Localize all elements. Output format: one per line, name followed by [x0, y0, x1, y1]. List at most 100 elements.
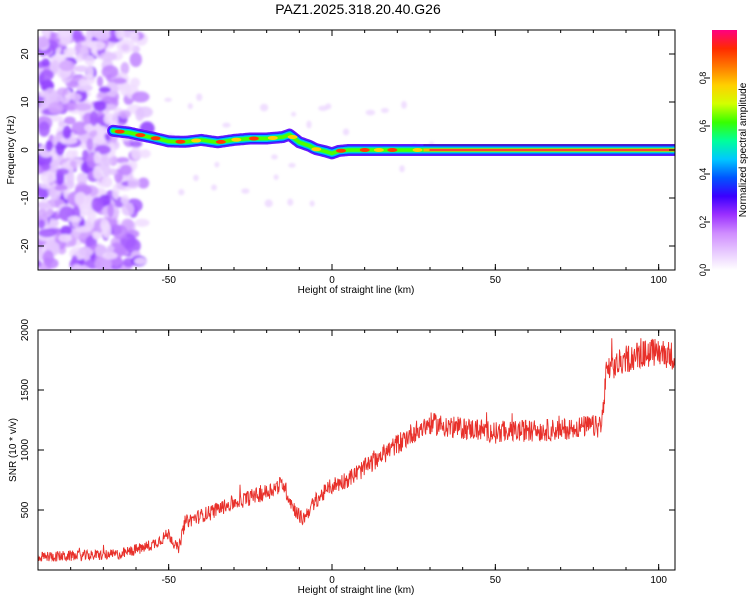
spectrogram-noise-blob — [40, 171, 56, 184]
spectrogram-noise-blob — [241, 188, 250, 194]
figure-title: PAZ1.2025.318.20.40.G26 — [275, 1, 441, 17]
spectrogram-noise-blob — [96, 76, 104, 88]
spectrogram-noise-blob — [48, 101, 64, 114]
spectrogram-hot-spot — [215, 139, 226, 144]
spectrogram-noise-blob — [99, 52, 117, 62]
spectrogram-noise-blob — [58, 233, 72, 243]
spectrogram-noise-blob — [93, 151, 102, 165]
spectrogram-noise-blobs — [38, 30, 434, 270]
spectrogram-noise-blob — [86, 65, 94, 79]
spectrogram-noise-blob — [74, 191, 87, 206]
spectrogram-noise-blob — [116, 157, 130, 164]
spectrogram-noise-blob — [38, 219, 46, 229]
spectrogram-noise-blob — [178, 189, 185, 196]
spectrogram-noise-blob — [380, 107, 389, 114]
spectrogram-noise-blob — [131, 91, 150, 103]
spectrogram-noise-blob — [62, 125, 72, 140]
spectrogram-noise-blob — [187, 103, 193, 110]
spectrogram-noise-blob — [102, 162, 111, 178]
spectrogram-heat-layer — [38, 30, 675, 270]
spectrogram-noise-blob — [38, 121, 51, 137]
spectrogram-noise-blob — [115, 30, 125, 40]
spectrogram-noise-blob — [288, 163, 296, 168]
spectrogram-noise-blob — [125, 238, 141, 254]
spectrogram-noise-blob — [399, 165, 405, 173]
spectrogram-noise-blob — [103, 112, 119, 126]
spectrogram-noise-blob — [77, 78, 90, 87]
spectrogram-noise-blob — [401, 100, 407, 109]
spectrogram-noise-blob — [135, 107, 145, 122]
spectrogram-noise-blob — [55, 141, 65, 156]
spectrogram-hot-spot — [135, 133, 146, 138]
spectrogram-noise-blob — [60, 97, 69, 105]
spectrogram-x-tick-label: 50 — [490, 275, 502, 286]
spectrogram-noise-blob — [120, 194, 130, 205]
spectrogram-y-tick-label: -20 — [20, 238, 31, 253]
spectrogram-noise-blob — [76, 172, 88, 185]
spectrogram-hot-spot — [387, 148, 398, 152]
spectrogram-hot-spot — [248, 136, 259, 141]
spectrogram-noise-blob — [67, 215, 82, 223]
spectrogram-noise-blob — [134, 218, 150, 227]
spectrogram-noise-blob — [365, 109, 376, 116]
spectrogram-hot-spot — [191, 138, 202, 143]
spectrogram-hot-spot — [231, 137, 242, 142]
spectrogram-noise-blob — [121, 202, 135, 217]
spectrogram-noise-blob — [86, 137, 94, 151]
spectrogram-noise-blob — [43, 87, 58, 104]
snr-background — [38, 330, 675, 570]
snr-series-line — [38, 338, 675, 563]
spectrogram-noise-blob — [93, 100, 107, 112]
spectrogram-noise-blob — [92, 230, 101, 240]
spectrogram-noise-blob — [134, 257, 147, 265]
spectrogram-noise-blob — [93, 134, 106, 145]
spectrogram-noise-blob — [107, 203, 114, 218]
spectrogram-hot-spot — [412, 148, 423, 152]
snr-line-layer — [38, 338, 675, 563]
spectrogram-noise-blob — [51, 60, 60, 74]
spectrogram-noise-blob — [139, 149, 151, 159]
snr-y-label: SNR (10 * v/v) — [8, 418, 19, 482]
spectrogram-noise-blob — [193, 174, 199, 182]
spectrogram-noise-blob — [79, 45, 90, 61]
colorbar-ticks: 0.0 0.2 0.4 0.6 0.8 — [698, 72, 710, 276]
spectrogram-noise-blob — [91, 196, 104, 213]
spectrogram-noise-blob — [49, 159, 60, 173]
spectrogram-noise-blob — [42, 250, 54, 266]
spectrogram-y-tick-label: 10 — [20, 96, 31, 108]
colorbar-gradient — [712, 30, 737, 270]
spectrogram-hot-spot — [373, 148, 384, 152]
colorbar-tick-label: 0.6 — [698, 120, 708, 133]
spectrogram-hot-spot — [114, 129, 125, 134]
spectrogram-noise-blob — [40, 69, 54, 81]
spectrogram-x-ticks: -50 0 50 100 — [37, 30, 667, 286]
spectrogram-noise-blob — [129, 140, 143, 148]
snr-x-tick-label: 100 — [650, 575, 667, 586]
spectrogram-noise-blob — [264, 199, 273, 208]
spectrogram-hot-spot — [267, 135, 278, 140]
spectrogram-noise-blob — [325, 103, 332, 110]
spectrogram-noise-blob — [214, 161, 220, 168]
spectrogram-noise-blob — [94, 256, 112, 270]
snr-x-tick-label: 0 — [329, 575, 335, 586]
spectrogram-noise-blob — [211, 184, 217, 191]
spectrogram-noise-blob — [164, 97, 172, 102]
spectrogram-noise-blob — [54, 184, 68, 191]
spectrogram-noise-blob — [46, 208, 54, 216]
spectrogram-noise-blob — [74, 226, 92, 233]
spectrogram-noise-blob — [121, 43, 130, 52]
spectrogram-noise-blob — [105, 81, 119, 98]
spectrogram-noise-blob — [63, 116, 76, 125]
spectrogram-hot-spot — [336, 148, 347, 153]
spectrogram-noise-blob — [69, 160, 77, 168]
spectrogram-noise-blob — [89, 110, 98, 127]
spectrogram-noise-blob — [108, 168, 118, 176]
spectrogram-noise-blob — [60, 225, 73, 236]
spectrogram-hot-spot — [311, 147, 322, 152]
snr-x-tick-label: -50 — [161, 575, 176, 586]
spectrogram-noise-blob — [106, 142, 116, 159]
spectrogram-noise-blob — [119, 164, 133, 176]
spectrogram-noise-blob — [101, 176, 113, 188]
